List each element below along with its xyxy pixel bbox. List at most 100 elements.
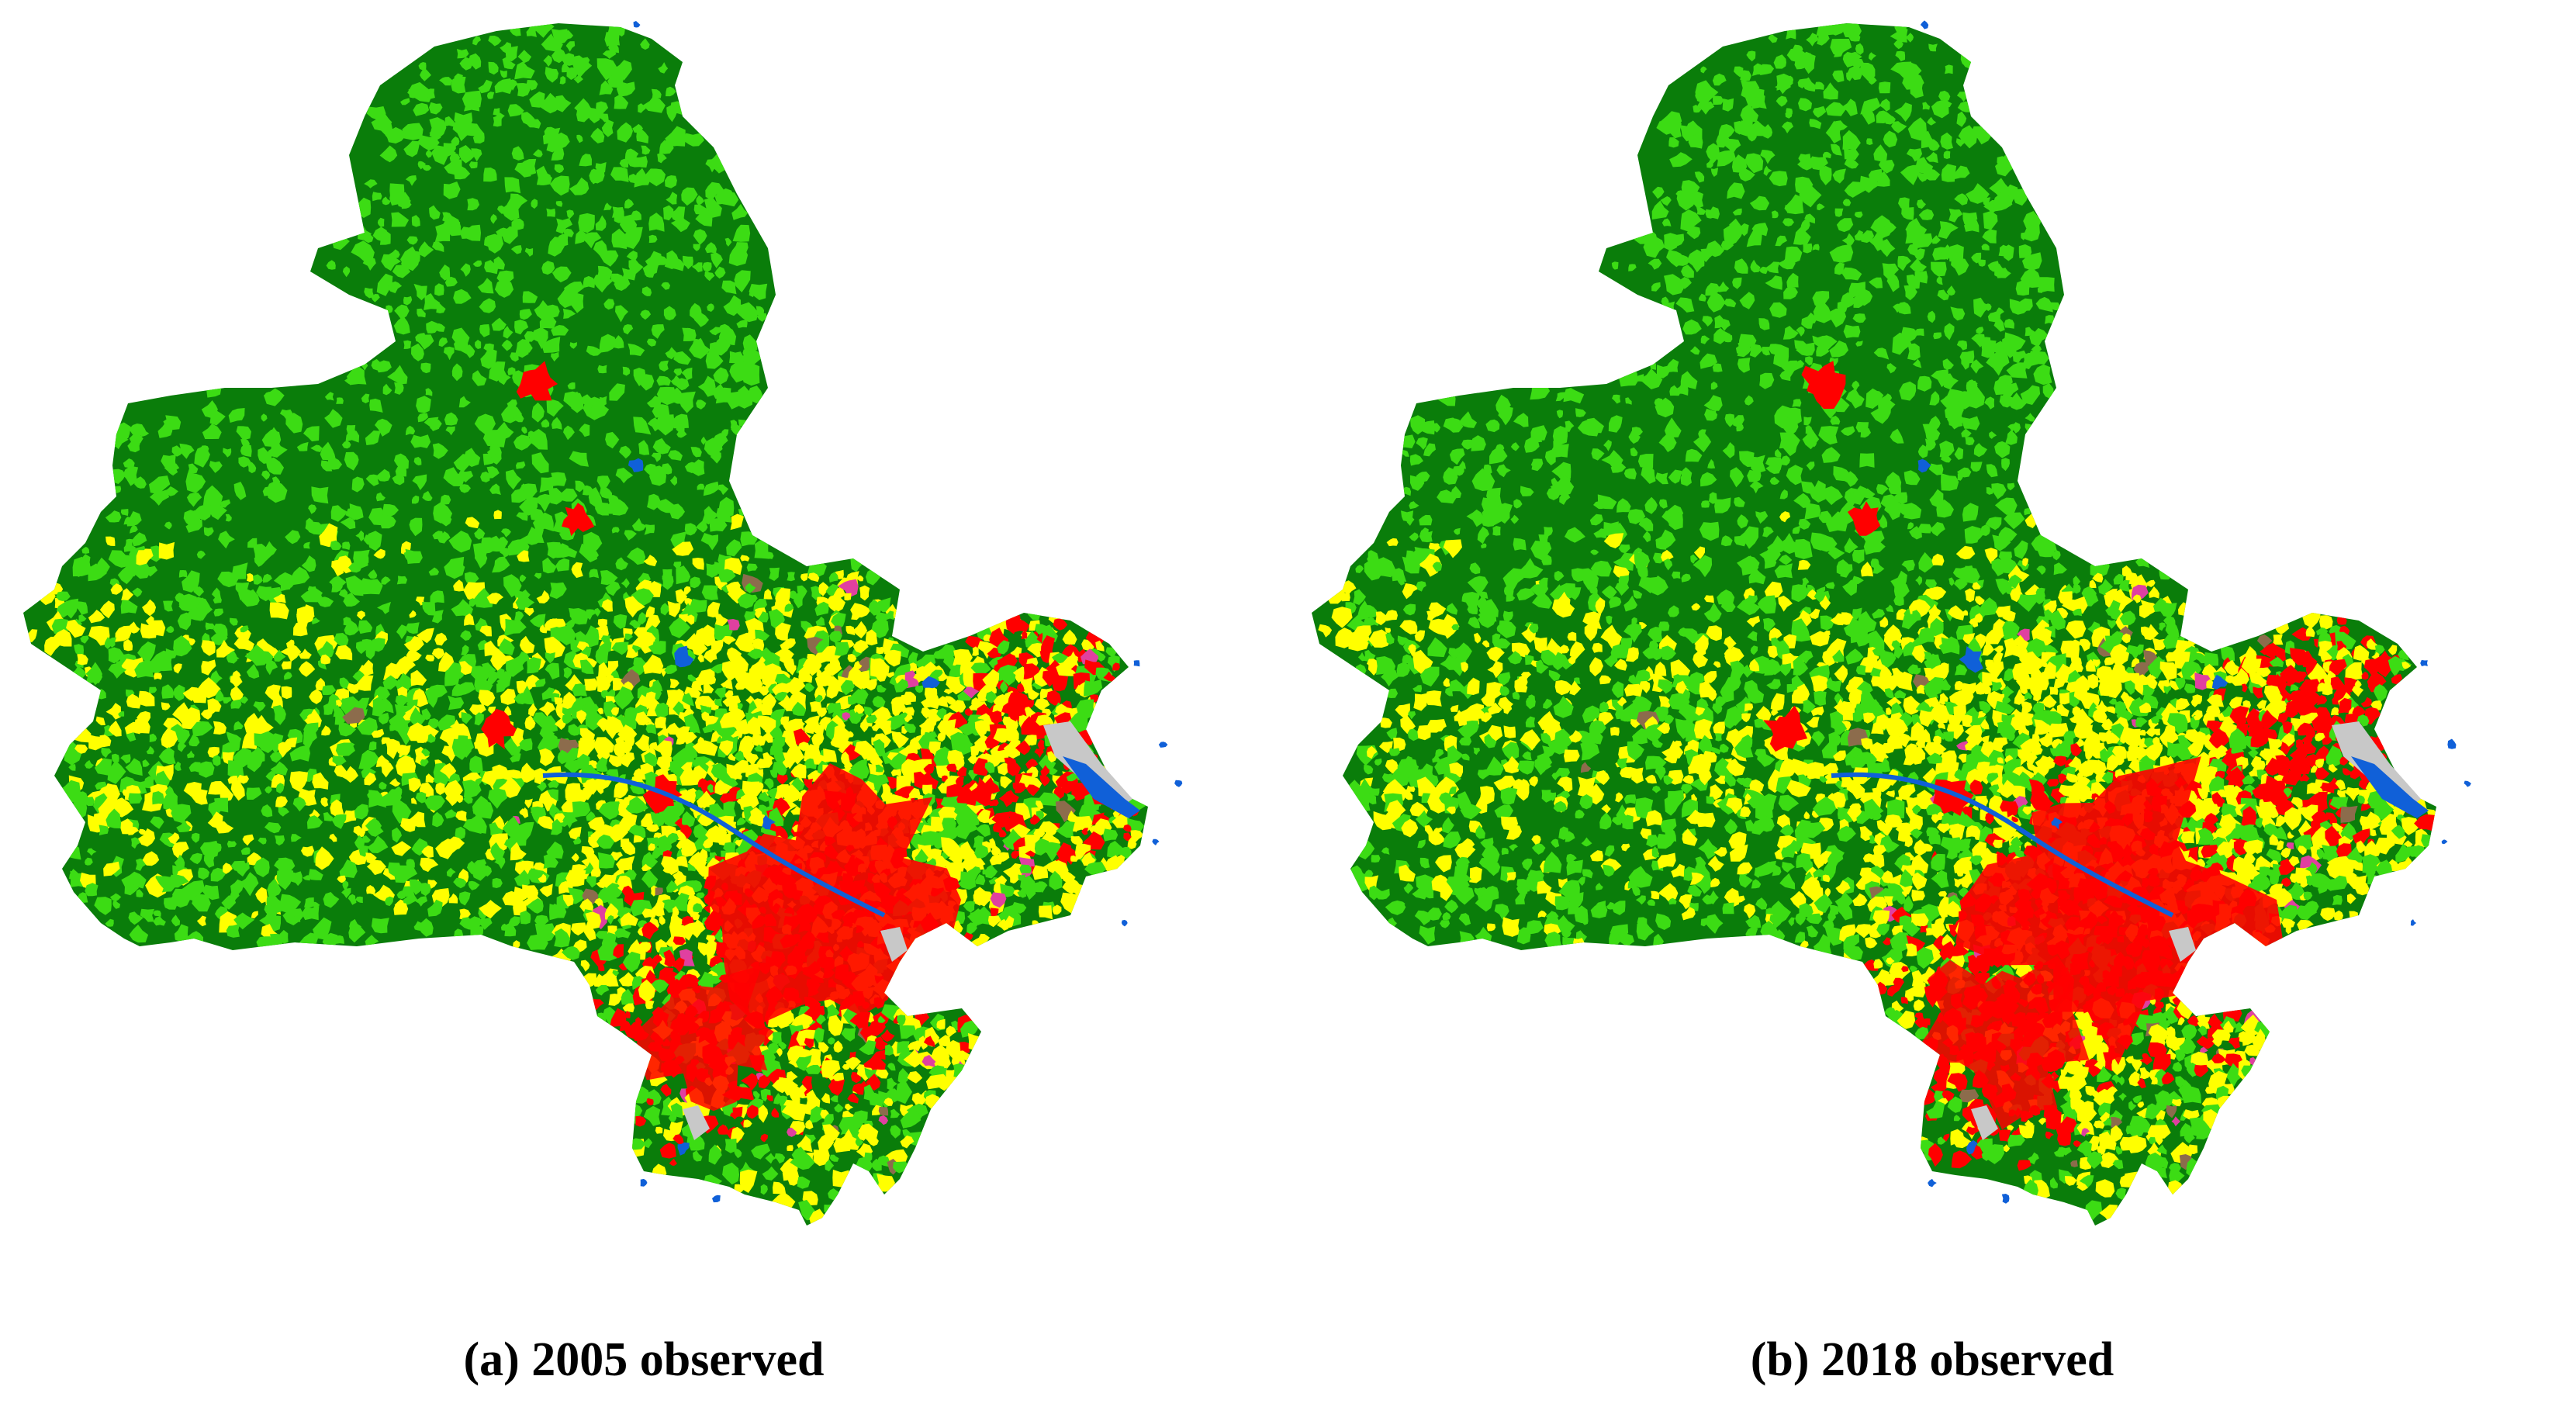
land-patch: [551, 818, 563, 835]
land-patch: [394, 865, 418, 883]
land-patch: [251, 911, 258, 919]
island: [1152, 838, 1160, 845]
land-patch: [790, 763, 807, 779]
land-patch: [276, 868, 294, 890]
land-patch: [964, 708, 973, 716]
land-patch: [548, 780, 559, 788]
land-patch: [1760, 124, 1773, 139]
land-patch: [967, 753, 979, 765]
land-patch: [458, 891, 471, 906]
land-patch: [600, 690, 609, 699]
land-patch: [396, 624, 407, 640]
land-patch: [760, 1184, 768, 1195]
land-patch: [804, 1064, 822, 1074]
land-patch: [569, 342, 577, 349]
land-patch: [1105, 647, 1117, 657]
land-patch: [692, 640, 708, 656]
land-patch: [1717, 281, 1730, 292]
land-patch: [500, 688, 516, 705]
land-patch: [290, 566, 310, 586]
land-patch: [329, 833, 337, 842]
land-patch: [669, 617, 691, 638]
land-patch: [859, 585, 870, 601]
land-patch: [247, 462, 257, 474]
land-patch: [1812, 244, 1820, 251]
land-patch: [1950, 306, 1966, 321]
land-patch: [513, 899, 527, 916]
land-patch: [451, 363, 463, 382]
land-patch: [1893, 39, 1903, 50]
land-patch: [99, 825, 109, 835]
land-patch: [128, 621, 140, 634]
bare-land-south: [683, 1105, 710, 1140]
land-patch: [514, 61, 535, 80]
land-patch: [420, 857, 439, 873]
land-patch: [1941, 98, 1952, 108]
land-patch: [405, 548, 423, 564]
land-patch: [431, 610, 444, 624]
land-patch: [216, 821, 234, 834]
land-patch: [209, 410, 226, 426]
land-patch: [538, 873, 547, 883]
land-patch: [1782, 326, 1799, 340]
land-patch: [165, 808, 173, 818]
land-patch: [510, 752, 521, 762]
land-patch: [1669, 152, 1693, 168]
land-patch: [1971, 252, 1982, 264]
land-patch: [767, 1016, 780, 1028]
land-patch: [859, 1040, 877, 1056]
land-patch: [685, 614, 695, 625]
land-patch: [107, 637, 117, 648]
land-patch: [168, 832, 180, 845]
land-patch: [303, 541, 310, 549]
land-patch: [366, 859, 386, 876]
land-patch: [1052, 904, 1062, 915]
land-patch: [559, 76, 566, 85]
land-patch: [143, 565, 158, 577]
land-patch: [474, 712, 484, 726]
land-patch: [822, 1124, 840, 1144]
land-patch: [234, 862, 250, 877]
land-patch: [223, 697, 232, 704]
land-patch: [864, 1152, 873, 1163]
land-patch: [1750, 259, 1761, 273]
land-patch: [1834, 262, 1845, 275]
land-patch: [555, 218, 573, 234]
land-patch: [416, 396, 431, 413]
land-patch: [292, 876, 303, 887]
land-patch: [405, 425, 416, 436]
land-patch: [724, 237, 732, 247]
land-patch: [890, 1108, 900, 1118]
land-patch: [818, 582, 831, 596]
land-patch: [513, 218, 524, 231]
land-patch: [601, 977, 618, 987]
land-patch: [652, 954, 662, 964]
land-patch: [2013, 350, 2028, 364]
land-patch: [538, 92, 562, 114]
land-patch: [947, 749, 965, 766]
land-patch: [538, 701, 556, 717]
land-patch: [431, 145, 456, 165]
land-patch: [480, 347, 497, 369]
land-patch: [609, 383, 625, 401]
land-patch: [654, 716, 667, 730]
island: [1158, 742, 1168, 748]
land-patch: [703, 649, 716, 663]
land-patch: [662, 574, 674, 590]
lake: [921, 676, 940, 689]
land-patch: [448, 893, 458, 904]
land-patch: [658, 62, 669, 74]
land-patch: [736, 302, 759, 323]
land-patch: [697, 653, 704, 662]
land-patch: [1951, 258, 1969, 276]
land-patch: [673, 701, 685, 716]
land-patch: [804, 778, 814, 789]
land-patch: [956, 766, 967, 777]
land-patch: [773, 1181, 787, 1195]
land-patch: [563, 425, 575, 441]
land-patch: [366, 885, 376, 895]
river: [542, 772, 886, 918]
land-patch: [1797, 360, 1805, 368]
land-patch: [381, 576, 391, 585]
land-patch: [515, 595, 535, 610]
